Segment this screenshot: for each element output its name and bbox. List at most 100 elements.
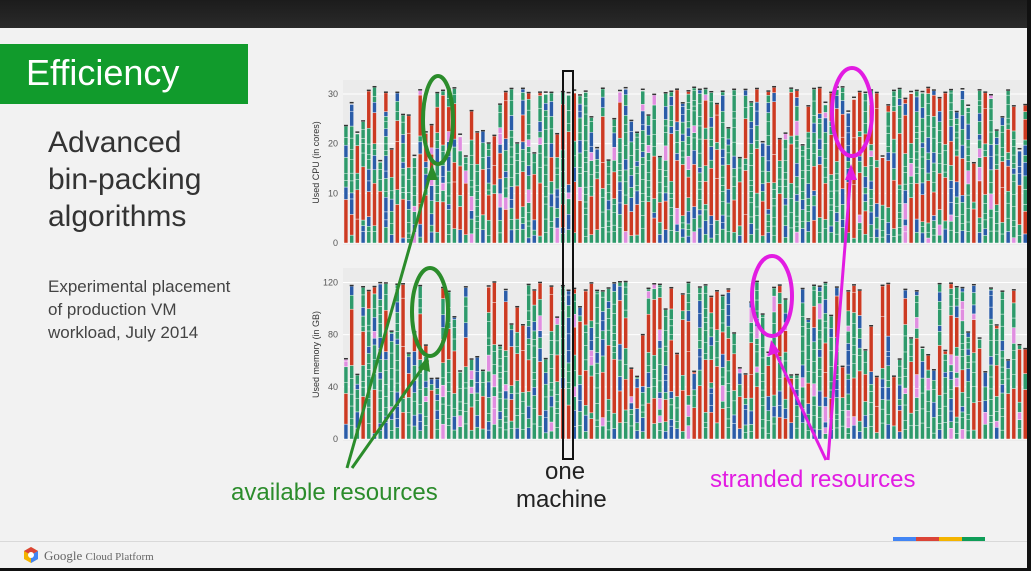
bar-segment bbox=[555, 157, 560, 169]
bar-segment bbox=[914, 158, 919, 168]
bar-segment bbox=[412, 351, 417, 366]
bar-segment bbox=[629, 197, 634, 212]
bar-segment bbox=[509, 385, 514, 394]
bar-segment bbox=[589, 146, 594, 153]
bar-segment bbox=[440, 95, 446, 146]
bar-segment bbox=[594, 290, 600, 295]
bar-segment bbox=[754, 366, 760, 373]
bar-segment bbox=[612, 160, 617, 173]
bar-cap bbox=[509, 87, 514, 90]
bar-segment bbox=[606, 183, 611, 193]
bar-segment bbox=[674, 421, 680, 429]
bar-cap bbox=[783, 132, 788, 134]
bar-segment bbox=[475, 228, 480, 244]
bar-segment bbox=[914, 218, 919, 233]
bar-segment bbox=[903, 172, 908, 185]
bar-segment bbox=[806, 197, 811, 206]
bar-segment bbox=[891, 111, 897, 140]
bar-segment bbox=[983, 386, 988, 401]
bar-segment bbox=[914, 410, 919, 426]
bar-segment bbox=[960, 230, 965, 244]
bar-segment bbox=[366, 369, 371, 377]
bar-segment bbox=[594, 352, 600, 364]
bar-segment bbox=[1011, 154, 1016, 164]
bar-segment bbox=[515, 408, 520, 416]
bar-segment bbox=[343, 382, 349, 394]
bar-segment bbox=[366, 231, 371, 244]
bar-cap bbox=[589, 282, 594, 284]
bar-segment bbox=[634, 204, 640, 236]
bar-segment bbox=[783, 204, 788, 217]
bar-cap bbox=[766, 90, 771, 92]
bar-segment bbox=[966, 146, 971, 156]
bar-cap bbox=[361, 120, 366, 122]
bar-segment bbox=[349, 365, 354, 379]
bar-segment bbox=[686, 235, 691, 244]
bar-segment bbox=[486, 429, 491, 440]
bar-segment bbox=[857, 328, 862, 339]
bar-segment bbox=[583, 207, 588, 215]
bar-segment bbox=[526, 237, 531, 244]
bar-segment bbox=[897, 399, 902, 406]
bar-segment bbox=[652, 284, 657, 290]
bar-segment bbox=[492, 344, 497, 352]
bar-segment bbox=[640, 227, 645, 244]
bar-segment bbox=[783, 215, 788, 226]
bar-segment bbox=[983, 92, 988, 109]
bar-segment bbox=[440, 403, 446, 415]
bar-cap bbox=[355, 131, 360, 133]
bar-segment bbox=[492, 165, 497, 186]
bar-segment bbox=[349, 180, 354, 194]
bar-segment bbox=[669, 339, 674, 392]
bar-segment bbox=[937, 309, 942, 326]
bar-segment bbox=[846, 310, 851, 327]
bar-segment bbox=[720, 408, 725, 440]
bar-segment bbox=[937, 98, 942, 112]
bar-segment bbox=[652, 378, 657, 387]
bar-cap bbox=[652, 283, 657, 285]
bar-segment bbox=[800, 326, 805, 337]
bar-segment bbox=[948, 389, 954, 399]
bar-segment bbox=[669, 198, 674, 208]
bar-segment bbox=[771, 154, 777, 183]
bar-segment bbox=[617, 175, 623, 183]
bar-segment bbox=[703, 139, 708, 166]
bar-segment bbox=[589, 364, 594, 377]
bar-segment bbox=[583, 370, 588, 406]
bar-segment bbox=[697, 313, 703, 328]
bar-segment bbox=[966, 155, 971, 162]
bar-segment bbox=[771, 101, 777, 155]
bar-segment bbox=[463, 382, 468, 389]
bar-segment bbox=[406, 209, 411, 223]
bar-segment bbox=[686, 156, 691, 170]
bar-cap bbox=[555, 316, 560, 318]
bar-segment bbox=[680, 310, 685, 320]
bar-segment bbox=[435, 106, 440, 133]
bar-cap bbox=[646, 287, 651, 290]
bar-segment bbox=[589, 283, 594, 322]
bar-segment bbox=[429, 125, 434, 149]
bar-segment bbox=[749, 121, 754, 130]
bar-segment bbox=[663, 330, 668, 347]
bar-segment bbox=[960, 90, 965, 100]
bar-cap bbox=[949, 88, 953, 91]
bar-segment bbox=[709, 405, 714, 413]
bar-segment bbox=[1005, 360, 1011, 369]
bar-segment bbox=[469, 196, 474, 211]
bar-segment bbox=[686, 310, 691, 322]
bar-segment bbox=[754, 281, 760, 291]
bar-segment bbox=[646, 402, 651, 440]
bar-segment bbox=[617, 202, 623, 215]
bar-segment bbox=[629, 131, 634, 143]
bar-segment bbox=[771, 87, 777, 93]
bar-cap bbox=[852, 96, 856, 99]
bar-segment bbox=[663, 160, 668, 171]
bar-segment bbox=[629, 187, 634, 198]
bar-segment bbox=[400, 346, 406, 399]
bar-cap bbox=[401, 113, 405, 116]
bar-segment bbox=[988, 131, 994, 145]
bar-cap bbox=[463, 286, 468, 288]
bar-segment bbox=[509, 146, 514, 158]
bar-segment bbox=[383, 351, 389, 360]
heading-line-3: algorithms bbox=[48, 200, 187, 233]
